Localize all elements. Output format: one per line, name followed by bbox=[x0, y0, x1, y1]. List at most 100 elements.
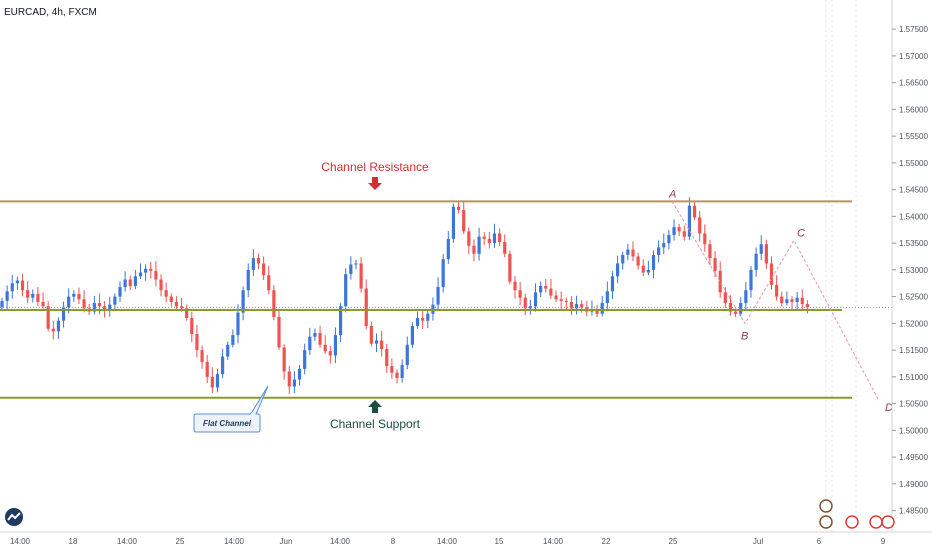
candle-body bbox=[226, 344, 230, 357]
candle-body bbox=[487, 238, 491, 244]
arrow-up-icon bbox=[368, 400, 382, 413]
candle-body bbox=[231, 335, 235, 345]
candle-body bbox=[610, 276, 615, 292]
candle-body bbox=[775, 284, 779, 297]
candle-body bbox=[657, 247, 661, 255]
candle-body bbox=[595, 309, 599, 314]
candle-body bbox=[528, 306, 532, 309]
candle-body bbox=[503, 242, 507, 254]
economic-event-icon[interactable] bbox=[819, 515, 833, 529]
candle-body bbox=[441, 259, 445, 287]
flat-channel-label: Flat Channel bbox=[203, 419, 252, 428]
candle-body bbox=[103, 306, 107, 310]
time-tick-label: 6 bbox=[817, 537, 822, 546]
candle-body bbox=[77, 293, 81, 300]
candle-body bbox=[210, 376, 214, 388]
candle-body bbox=[61, 307, 66, 321]
economic-event-icon[interactable] bbox=[845, 515, 859, 529]
candle-body bbox=[795, 297, 799, 302]
candle-body bbox=[805, 304, 810, 308]
candle-body bbox=[354, 263, 358, 265]
candle-body bbox=[405, 344, 409, 366]
economic-event-icon[interactable] bbox=[869, 515, 883, 529]
candle-body bbox=[313, 332, 317, 337]
candle-body bbox=[451, 206, 456, 239]
time-tick-label: 8 bbox=[391, 537, 396, 546]
candle-body bbox=[82, 299, 86, 309]
time-tick-label: 9 bbox=[881, 537, 886, 546]
candle-body bbox=[744, 290, 748, 304]
time-tick-label: 25 bbox=[669, 537, 678, 546]
time-tick-label: 14:00 bbox=[543, 537, 564, 546]
candle-body bbox=[616, 263, 620, 277]
candle-body bbox=[308, 336, 312, 351]
candle-body bbox=[513, 281, 517, 291]
candle-body bbox=[20, 280, 25, 291]
candle-body bbox=[333, 335, 338, 356]
candle-body bbox=[338, 306, 343, 336]
candle-body bbox=[72, 293, 76, 297]
candle-body bbox=[549, 288, 553, 296]
candle-body bbox=[636, 256, 640, 266]
time-tick-label: 15 bbox=[495, 537, 504, 546]
candle-body bbox=[395, 372, 399, 378]
price-tick-label: 1.49500 bbox=[899, 453, 928, 462]
candle-body bbox=[477, 236, 481, 254]
candle-body bbox=[359, 263, 363, 289]
price-axis-panel[interactable] bbox=[892, 0, 932, 532]
price-tick-label: 1.55500 bbox=[899, 132, 928, 141]
candle-body bbox=[149, 268, 153, 271]
candle-body bbox=[292, 379, 297, 387]
candle-body bbox=[277, 316, 281, 348]
candle-body bbox=[472, 245, 476, 254]
candle-body bbox=[785, 299, 789, 304]
candle-body bbox=[200, 350, 204, 362]
candle-body bbox=[641, 265, 645, 273]
candle-body bbox=[215, 374, 220, 388]
time-tick-label: 14:00 bbox=[330, 537, 351, 546]
candle-body bbox=[164, 290, 168, 297]
candle-body bbox=[559, 299, 563, 301]
candle-body bbox=[169, 296, 173, 302]
candle-body bbox=[128, 279, 132, 286]
candle-body bbox=[97, 303, 102, 307]
candle-body bbox=[436, 286, 440, 305]
time-axis: 14:00 18 14:00 25 14:00 Jun 14:00 8 14:00 15 14:00… bbox=[10, 537, 886, 546]
grid bbox=[825, 0, 857, 532]
candle-body bbox=[626, 249, 630, 255]
tradingview-logo[interactable] bbox=[5, 508, 23, 526]
candle-body bbox=[400, 365, 404, 378]
candle-body bbox=[41, 301, 45, 307]
candle-body bbox=[421, 318, 425, 321]
candle-body bbox=[26, 290, 30, 298]
candle-body bbox=[195, 334, 199, 351]
economic-event-icon[interactable] bbox=[819, 499, 833, 513]
candle-body bbox=[769, 263, 774, 285]
wave-point-label: A bbox=[668, 188, 676, 200]
candle-body bbox=[205, 361, 209, 377]
candle-body bbox=[533, 292, 538, 307]
candle-body bbox=[56, 320, 61, 332]
candle-body bbox=[0, 300, 4, 308]
wave-point-label: D bbox=[885, 402, 893, 414]
candle-body bbox=[790, 299, 794, 302]
symbol-label[interactable]: EURCAD, 4h, FXCM bbox=[4, 7, 97, 18]
time-tick-label: Jul bbox=[753, 537, 763, 546]
candle-body bbox=[723, 292, 727, 304]
candle-body bbox=[754, 253, 758, 270]
time-tick-label: 14:00 bbox=[224, 537, 245, 546]
economic-event-icon[interactable] bbox=[881, 515, 895, 529]
candle-body bbox=[67, 296, 71, 308]
candle-body bbox=[728, 303, 733, 312]
candle-body bbox=[708, 244, 712, 259]
wave-point-label: B bbox=[741, 330, 748, 342]
candle-body bbox=[190, 318, 194, 335]
candle-body bbox=[272, 290, 276, 317]
candle-body bbox=[508, 253, 512, 282]
candle-body bbox=[462, 209, 466, 232]
event-icons[interactable] bbox=[819, 499, 895, 529]
candle-body bbox=[415, 318, 420, 327]
candle-body bbox=[179, 306, 184, 309]
price-tick-label: 1.52000 bbox=[899, 319, 928, 328]
